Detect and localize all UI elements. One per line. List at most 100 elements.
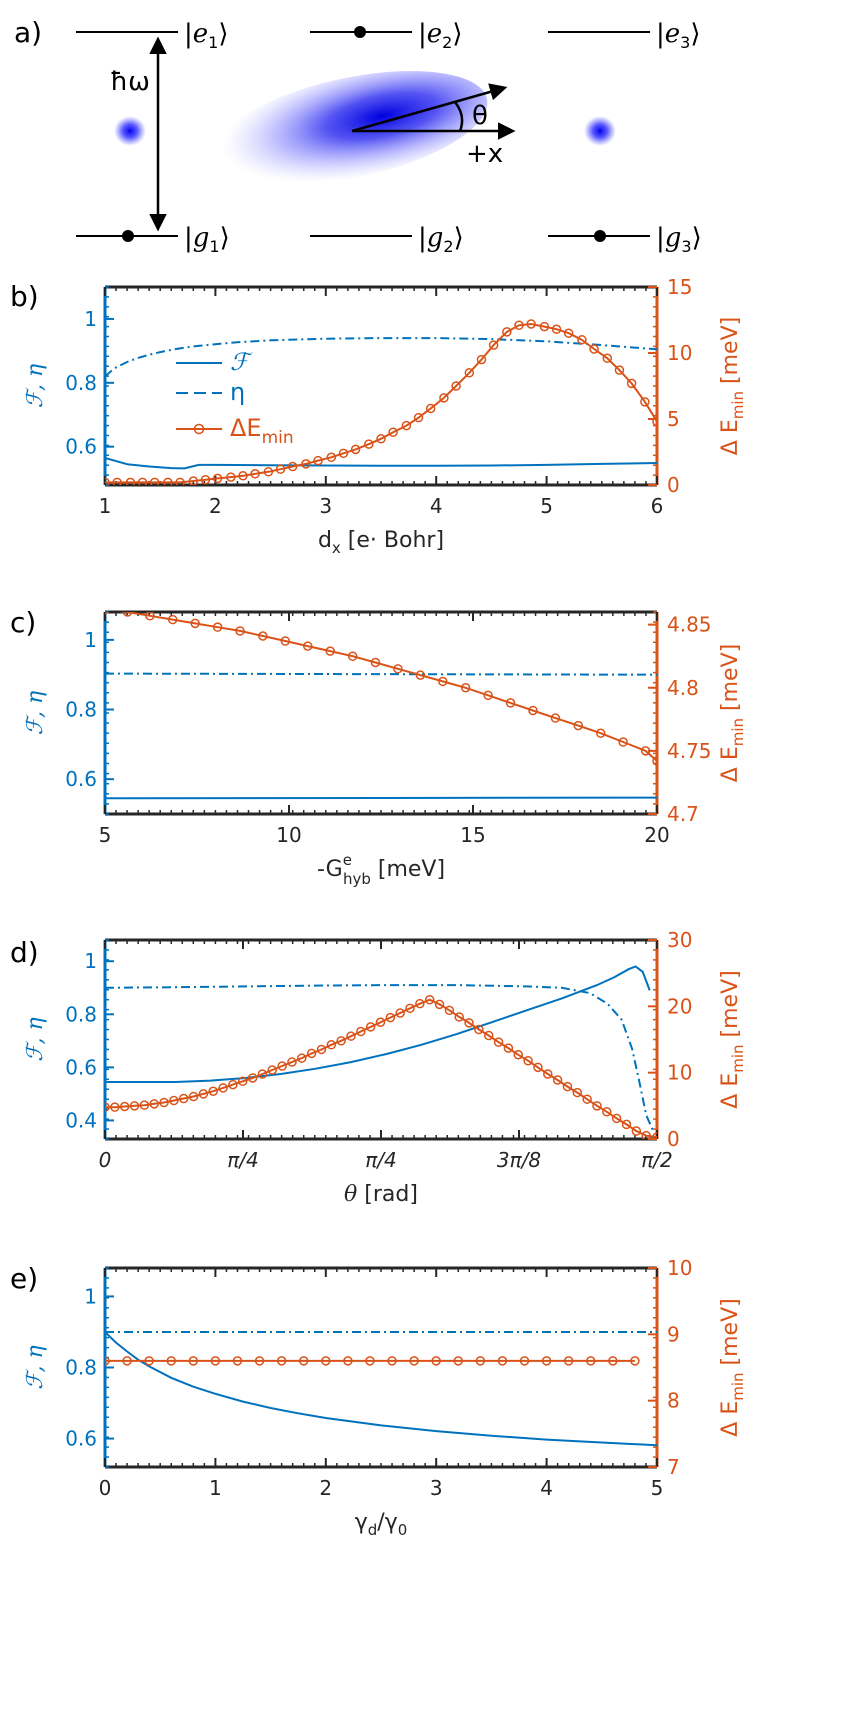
y-axis-label-left: ℱ, η [23, 364, 48, 408]
y-tick-label-right: 4.75 [667, 739, 712, 763]
data-point-dEmin [364, 439, 374, 449]
panel-label: c) [10, 606, 36, 639]
data-point-dEmin [119, 1101, 130, 1112]
data-point-dEmin [552, 1075, 563, 1085]
data-point-dEmin [112, 477, 122, 485]
data-point-dEmin [298, 1356, 309, 1366]
angle-arc [454, 101, 464, 132]
data-point-dEmin [592, 1101, 602, 1111]
data-point-dEmin [577, 335, 587, 345]
x-tick-label: 5 [99, 823, 112, 847]
y-axis-label-right: Δ Emin [meV] [718, 1298, 747, 1436]
y-tick-label-right: 4.85 [667, 613, 712, 637]
data-point-dEmin [105, 1356, 110, 1366]
data-point-dEmin [387, 1356, 397, 1366]
series-line-eta [105, 672, 657, 676]
data-point-dEmin [640, 746, 651, 756]
data-point-dEmin [306, 1048, 317, 1059]
data-point-dEmin [497, 1356, 508, 1366]
y-axis-label-left: ℱ, η [23, 691, 48, 735]
y-tick-label-left: 0.6 [65, 767, 97, 791]
y-axis-label-right: Δ Emin [meV] [718, 644, 747, 782]
data-point-dEmin [238, 1076, 248, 1087]
data-point-dEmin [144, 1356, 154, 1366]
series-line-F [105, 965, 651, 1083]
data-point-dEmin [376, 434, 386, 444]
data-point-dEmin [431, 1356, 441, 1366]
data-point-dEmin [139, 1100, 150, 1110]
data-point-dEmin [257, 1069, 268, 1079]
data-point-dEmin [365, 1356, 375, 1366]
data-point-dEmin [453, 1356, 464, 1366]
y-tick-label-left: 0.8 [65, 1002, 97, 1026]
data-point-dEmin [413, 412, 424, 423]
data-point-dEmin [169, 1095, 179, 1106]
y-axis-label-left: ℱ, η [23, 1017, 48, 1061]
data-point-dEmin [582, 1094, 592, 1104]
data-point-dEmin [198, 1089, 209, 1099]
data-point-dEmin [208, 1086, 218, 1096]
data-point-dEmin [350, 444, 361, 455]
data-point-dEmin [493, 1037, 504, 1047]
data-point-dEmin [250, 469, 260, 479]
data-point-dEmin [562, 1081, 573, 1092]
data-point-dEmin [226, 472, 236, 482]
data-point-dEmin [365, 1022, 376, 1032]
data-point-dEmin [105, 477, 110, 485]
x-tick-label: 10 [276, 823, 301, 847]
series-line-eta [105, 984, 655, 1132]
data-point-dEmin [258, 631, 268, 641]
y-tick-label-right: 4.7 [667, 802, 699, 826]
x-axis-label: γd/γ0 [355, 1510, 408, 1539]
data-point-dEmin [105, 1102, 110, 1112]
y-tick-label-left: 0.8 [65, 698, 97, 722]
series-line-F [105, 456, 657, 470]
chart-panel-e: e) 0 1 2 3 4 5 0.6 0.8 1 7 8 9 10 ℱ, η Δ Emin [meV] γd/γ… [10, 1256, 747, 1539]
x-tick-label: π/4 [227, 1148, 259, 1172]
data-point-dEmin [589, 344, 599, 354]
data-point-dEmin [263, 467, 274, 477]
data-point-dEmin [652, 416, 657, 427]
data-point-dEmin [526, 319, 536, 329]
data-point-dEmin [483, 1030, 494, 1041]
data-point-dEmin [313, 455, 323, 466]
data-point-dEmin [212, 622, 223, 632]
data-point-dEmin [212, 473, 223, 484]
data-point-dEmin [543, 1069, 553, 1079]
x-tick-label: 0 [99, 1476, 112, 1500]
data-point-dEmin [451, 381, 461, 391]
data-point-dEmin [563, 1356, 574, 1366]
data-point-dEmin [631, 1126, 642, 1136]
legend-label-dEmin: ΔEmin [230, 414, 294, 448]
data-point-dEmin [533, 1062, 543, 1073]
data-point-dEmin [454, 1012, 464, 1022]
y-tick-label-right: 8 [667, 1389, 680, 1413]
x-tick-label: 15 [460, 823, 485, 847]
data-point-dEmin [483, 690, 493, 701]
data-point-dEmin [235, 626, 245, 636]
data-point-dEmin [563, 328, 574, 338]
y-tick-label-right: 10 [667, 341, 692, 365]
angle-label: θ [472, 101, 488, 131]
data-point-dEmin [464, 1018, 474, 1028]
data-point-dEmin [618, 737, 628, 747]
y-axis-label-left: ℱ, η [23, 1345, 48, 1389]
data-point-dEmin [338, 448, 349, 459]
series-line-eta [105, 337, 657, 378]
y-tick-label-right: 0 [667, 1127, 680, 1151]
data-point-dEmin [464, 368, 475, 378]
data-point-dEmin [630, 1356, 640, 1366]
series-line-F [105, 796, 657, 800]
data-point-dEmin [175, 477, 185, 485]
legend-label-eta: η [230, 378, 245, 406]
data-point-dEmin [137, 477, 148, 485]
y-tick-label-right: 4.8 [667, 676, 699, 700]
x-tick-label: 3π/8 [497, 1148, 541, 1172]
y-tick-label-right: 9 [667, 1322, 680, 1346]
x-tick-label: 5 [540, 494, 553, 518]
legend-marker-dEmin [193, 423, 205, 435]
x-tick-label: 1 [99, 494, 112, 518]
data-point-dEmin [393, 664, 403, 674]
